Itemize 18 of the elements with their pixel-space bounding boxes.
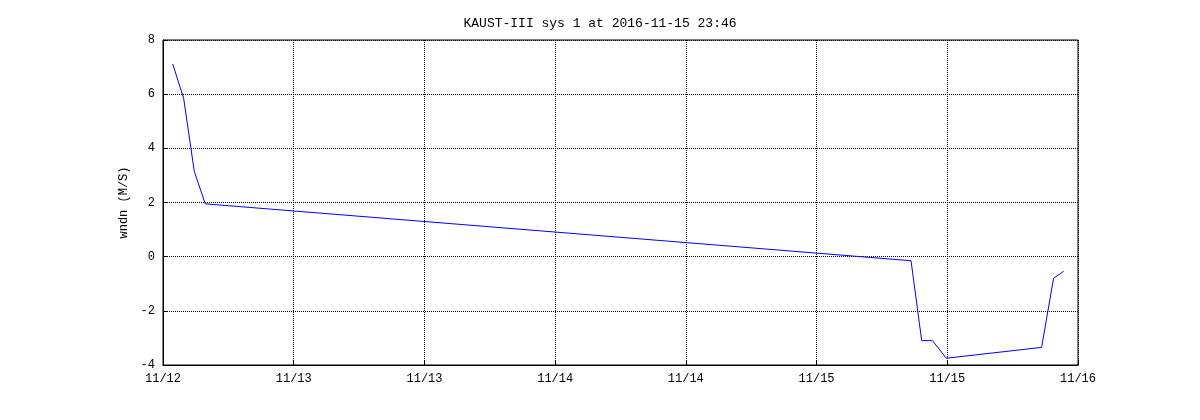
x-tick-label: 11/15 — [929, 372, 966, 386]
y-tick-label: 0 — [147, 249, 155, 264]
y-tick-label: 6 — [147, 87, 155, 102]
x-tick-label: 11/12 — [144, 372, 182, 386]
y-tick-label: -4 — [140, 358, 155, 372]
chart-title: KAUST-III sys 1 at 2016-11-15 23:46 — [463, 16, 737, 31]
x-tick-label: 11/14 — [667, 372, 704, 386]
x-tick-label: 11/13 — [275, 372, 312, 386]
y-tick-label: 8 — [147, 33, 155, 47]
x-tick-label: 11/14 — [537, 372, 574, 386]
x-tick-label: 11/13 — [406, 372, 443, 386]
y-axis-title: wndn (M/S) — [116, 166, 131, 239]
y-tick-label: 4 — [147, 141, 155, 156]
x-tick-label: 11/16 — [1059, 372, 1097, 386]
y-tick-label: 2 — [147, 195, 155, 210]
x-tick-label: 11/15 — [798, 372, 835, 386]
line-series — [172, 63, 1064, 359]
y-tick-label: -2 — [140, 303, 155, 318]
